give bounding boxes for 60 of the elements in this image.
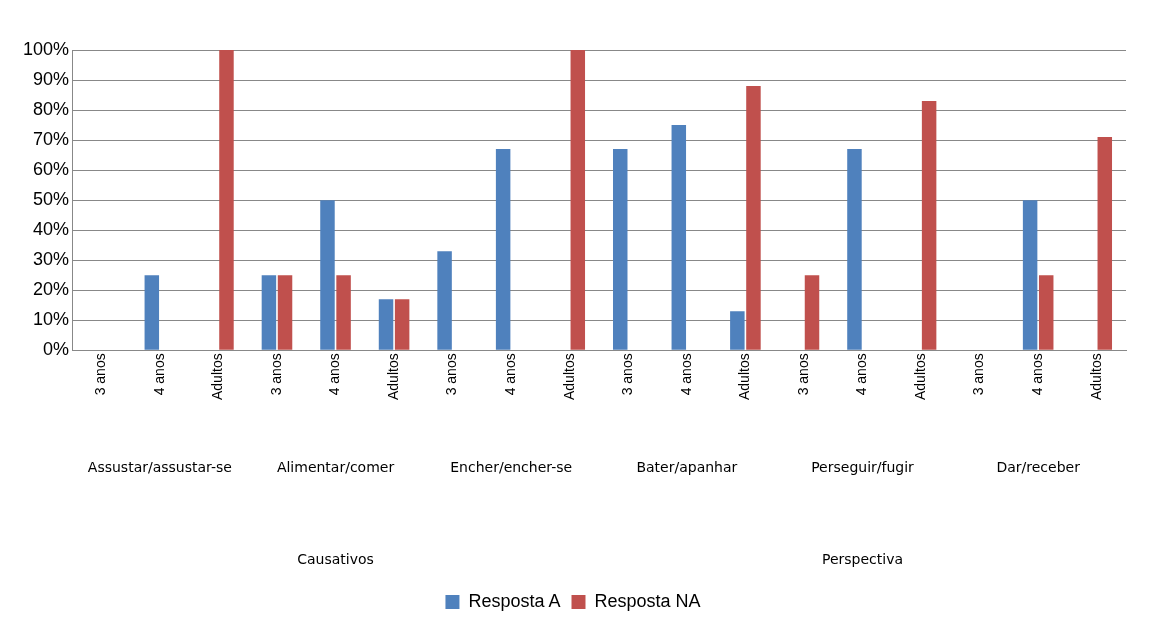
x-tick-label: 3 anos — [794, 353, 811, 396]
y-tick-label: 10% — [33, 309, 70, 330]
y-tick-label: 80% — [33, 99, 70, 120]
x-tick-label: Adultos — [1087, 353, 1104, 401]
bar — [1022, 200, 1038, 350]
y-tick-label: 90% — [33, 69, 70, 89]
text: Encher/encher-se — [450, 458, 573, 475]
bar — [320, 200, 335, 350]
bar — [495, 149, 511, 350]
x-tick-label: 3 anos — [619, 353, 636, 396]
text: Bater/apanhar — [636, 458, 738, 475]
y-tick-label: 60% — [33, 159, 70, 180]
x-tick-label: 4 anos — [502, 353, 519, 396]
bar — [378, 299, 394, 350]
bar — [336, 275, 351, 350]
bar — [394, 299, 410, 350]
bar — [277, 275, 293, 350]
y-tick-label: 40% — [33, 219, 70, 240]
bar — [671, 125, 687, 350]
x-tick-label: 4 anos — [150, 353, 167, 396]
bar — [437, 251, 452, 350]
bar — [570, 50, 586, 350]
bar — [746, 86, 761, 350]
y-tick-label: 20% — [33, 279, 70, 300]
x-tick-label: 3 anos — [443, 353, 460, 396]
bar — [921, 101, 937, 350]
x-tick-label: Adultos — [560, 353, 577, 401]
y-tick-label: 0% — [43, 339, 70, 360]
x-tick-label: 4 anos — [326, 353, 343, 396]
x-tick-label: Adultos — [384, 353, 401, 401]
y-tick-label: 70% — [33, 129, 70, 150]
bar — [1038, 275, 1054, 350]
x-tick-label: Adultos — [736, 353, 753, 401]
text: Assustar/assustar-se — [87, 458, 232, 475]
bar — [219, 50, 234, 350]
bar — [804, 275, 820, 350]
x-tick-label: 4 anos — [677, 353, 694, 396]
bar — [847, 149, 862, 350]
x-tick-label: Adultos — [911, 353, 928, 401]
bar — [1097, 137, 1113, 350]
bar — [730, 311, 745, 350]
legend-label: Resposta A — [468, 590, 561, 611]
bar — [261, 275, 277, 350]
y-tick-label: 30% — [33, 249, 70, 270]
text: Alimentar/comer — [276, 458, 395, 475]
x-tick-label: 3 anos — [92, 353, 109, 396]
y-tick-label: 100% — [22, 38, 70, 59]
x-tick-label: 4 anos — [853, 353, 870, 396]
x-tick-label: 3 anos — [267, 353, 284, 396]
text: Perseguir/fugir — [811, 458, 915, 475]
x-tick-label: 3 anos — [970, 353, 987, 396]
text: Causativos — [297, 550, 374, 567]
bar — [613, 149, 628, 350]
legend-label: Resposta NA — [594, 590, 701, 611]
x-tick-label: Adultos — [209, 353, 226, 401]
y-tick-label: 50% — [33, 189, 70, 210]
text: Dar/receber — [996, 458, 1081, 475]
bar — [144, 275, 160, 350]
x-tick-label: 4 anos — [1029, 353, 1046, 396]
text: Perspectiva — [821, 550, 904, 567]
